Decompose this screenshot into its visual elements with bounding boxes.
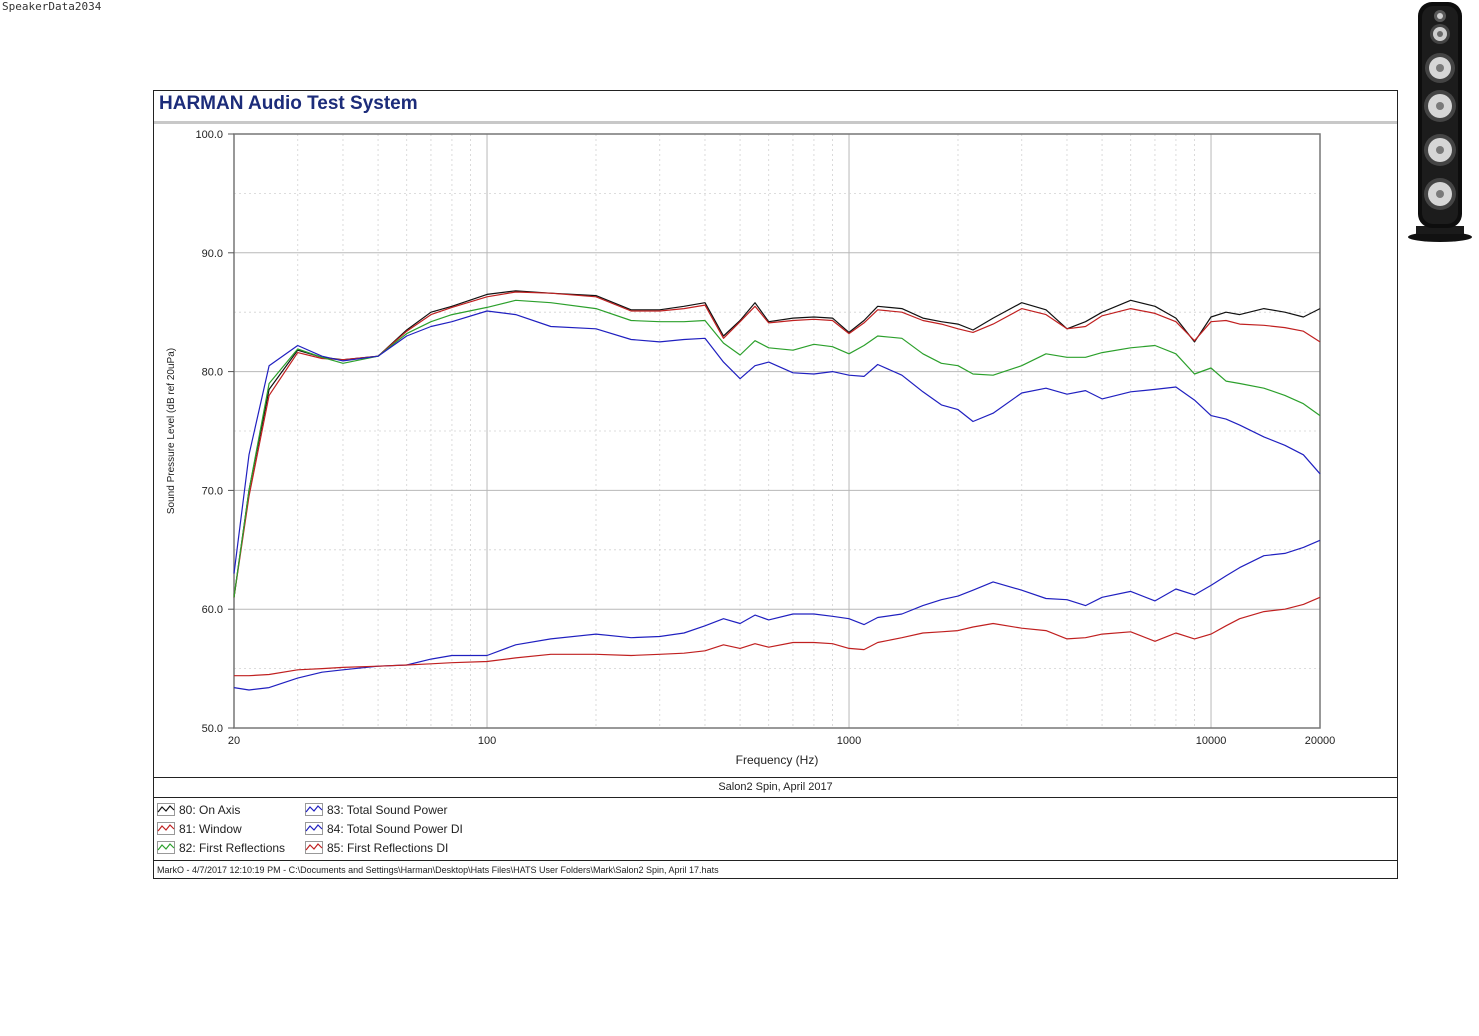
file-path-footer: MarkO - 4/7/2017 12:10:19 PM - C:\Docume… bbox=[154, 860, 1397, 878]
legend-label: 85: First Reflections DI bbox=[327, 841, 449, 855]
y-tick-label: 90.0 bbox=[202, 248, 223, 260]
legend-swatch bbox=[305, 841, 323, 854]
y-tick-label: 80.0 bbox=[202, 367, 223, 379]
x-tick-label: 100 bbox=[478, 735, 496, 747]
legend-swatch bbox=[157, 841, 175, 854]
x-tick-label: 20 bbox=[228, 735, 240, 747]
title-bar: HARMAN Audio Test System bbox=[154, 91, 1397, 124]
x-axis-label: Frequency (Hz) bbox=[736, 753, 819, 767]
chart-caption: Salon2 Spin, April 2017 bbox=[154, 777, 1397, 798]
series-line-0 bbox=[233, 290, 1321, 598]
x-tick-label: 1000 bbox=[837, 735, 861, 747]
series-line-5 bbox=[234, 596, 1321, 677]
y-tick-label: 70.0 bbox=[202, 485, 223, 497]
legend-label: 82: First Reflections bbox=[179, 841, 286, 855]
y-tick-label: 100.0 bbox=[195, 129, 223, 141]
legend-label: 81: Window bbox=[179, 822, 242, 836]
chart-frame: HARMAN Audio Test System 50.0 60.0 70.0 80.… bbox=[153, 90, 1398, 879]
legend-swatch bbox=[157, 822, 175, 835]
plot-border bbox=[233, 133, 1321, 729]
legend-label: 80: On Axis bbox=[179, 803, 241, 817]
legend-swatch bbox=[305, 803, 323, 816]
series-line-1 bbox=[233, 291, 1321, 598]
x-tick-label: 20000 bbox=[1305, 735, 1336, 747]
chart-title: HARMAN Audio Test System bbox=[159, 93, 418, 114]
y-axis-label: Sound Pressure Level (dB ref 20uPa) bbox=[166, 348, 177, 514]
plot-area: 50.0 60.0 70.0 80.0 90.0 100.0 20 100 1000 10000 2… bbox=[166, 129, 1336, 767]
legend: 80: On Axis 81: Window 82: First Reflectio… bbox=[157, 801, 757, 861]
watermark: SpeakerData2034 bbox=[2, 0, 102, 13]
legend-swatch bbox=[305, 822, 323, 835]
legend-label: 83: Total Sound Power bbox=[327, 803, 448, 817]
legend-label: 84: Total Sound Power DI bbox=[327, 822, 463, 836]
legend-swatch bbox=[157, 803, 175, 816]
series-line-3 bbox=[233, 310, 1321, 574]
x-tick-label: 10000 bbox=[1196, 735, 1227, 747]
speaker-image bbox=[1408, 2, 1472, 242]
y-tick-label: 60.0 bbox=[202, 604, 223, 616]
series-line-4 bbox=[233, 539, 1321, 691]
y-tick-label: 50.0 bbox=[202, 723, 223, 735]
series-line-2 bbox=[233, 299, 1321, 598]
